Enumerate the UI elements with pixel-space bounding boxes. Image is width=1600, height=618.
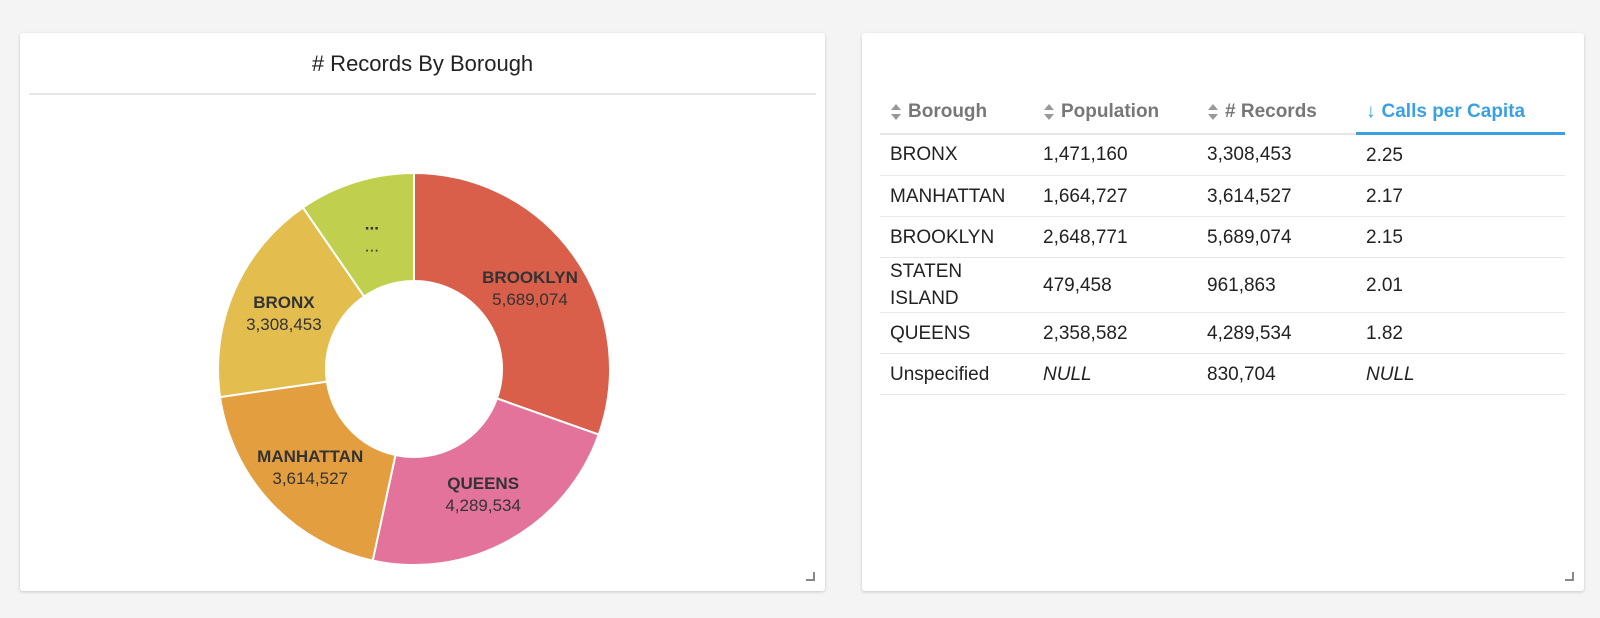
panel-title: # Records By Borough [29,33,816,95]
slice-value-label: 3,614,527 [272,469,348,488]
column-header-label: # Records [1225,100,1317,122]
slice-name-label: QUEENS [447,474,519,493]
pie-slice-other[interactable] [301,171,415,298]
column-header-label: Borough [908,100,988,122]
column-header-population[interactable]: Population [1033,91,1197,135]
slice-name-label: BRONX [253,293,315,312]
table-row: BRONX 1,471,160 3,308,453 2.25 [880,133,1565,176]
sort-updown-icon [1044,103,1054,120]
table-cell-calls: 2.01 [1356,257,1565,313]
slice-value-label: ... [365,236,379,255]
pie-slice-queens[interactable] [371,397,600,566]
data-table-container: Borough Population # Records ↓ Calls per … [880,91,1565,395]
table-cell-records: 4,289,534 [1197,312,1356,354]
pie-chart-panel: # Records By Borough BROOKLYN 5,689,074 QU… [20,33,825,591]
table-cell-records: 830,704 [1197,353,1356,395]
table-row: QUEENS 2,358,582 4,289,534 1.82 [880,312,1565,354]
table-row: STATEN ISLAND 479,458 961,863 2.01 [880,257,1565,313]
column-header-borough[interactable]: Borough [880,91,1033,135]
table-cell-records: 3,614,527 [1197,175,1356,217]
arrow-down-icon: ↓ [1366,100,1376,122]
column-header-calls-per-capita[interactable]: ↓ Calls per Capita [1356,91,1565,135]
table-cell-borough: STATEN ISLAND [880,257,1033,313]
table-body: BRONX 1,471,160 3,308,453 2.25 MANHATTAN 1,66… [880,133,1565,395]
column-header-label: Calls per Capita [1381,100,1526,122]
table-cell-calls: 1.82 [1356,312,1565,354]
table-cell-calls: 2.15 [1356,216,1565,258]
donut-chart: BROOKLYN 5,689,074 QUEENS 4,289,534 MANHATTA… [217,171,611,566]
slice-value-label: 4,289,534 [445,496,521,515]
column-header-records[interactable]: # Records [1197,91,1356,135]
data-table: Borough Population # Records ↓ Calls per … [880,91,1565,395]
pie-slice-bronx[interactable] [217,206,366,399]
table-cell-population: 1,471,160 [1033,133,1197,176]
table-cell-population: 2,358,582 [1033,312,1197,354]
table-panel: Borough Population # Records ↓ Calls per … [862,33,1584,591]
table-cell-population: 479,458 [1033,257,1197,313]
table-cell-population: 2,648,771 [1033,216,1197,258]
table-cell-borough: MANHATTAN [880,175,1033,217]
pie-slice-brooklyn[interactable] [413,171,611,436]
resize-handle-icon[interactable] [806,572,815,581]
table-cell-calls: 2.17 [1356,175,1565,217]
slice-value-label: 3,308,453 [246,315,322,334]
column-header-label: Population [1061,100,1160,122]
table-cell-records: 3,308,453 [1197,133,1356,176]
table-row: BROOKLYN 2,648,771 5,689,074 2.15 [880,216,1565,258]
table-cell-population: NULL [1033,353,1197,395]
table-cell-calls: NULL [1356,353,1565,395]
slice-name-label: ... [365,214,379,233]
slice-value-label: 5,689,074 [492,290,568,309]
pie-slice-manhattan[interactable] [218,380,397,562]
table-cell-borough: QUEENS [880,312,1033,354]
sort-updown-icon [1208,103,1218,120]
table-cell-population: 1,664,727 [1033,175,1197,217]
slice-name-label: BROOKLYN [482,268,578,287]
table-cell-calls: 2.25 [1356,133,1565,176]
table-cell-borough: Unspecified [880,353,1033,395]
slice-name-label: MANHATTAN [257,447,363,466]
table-cell-borough: BRONX [880,133,1033,176]
table-cell-borough: BROOKLYN [880,216,1033,258]
table-row: Unspecified NULL 830,704 NULL [880,353,1565,395]
sort-updown-icon [891,103,901,120]
resize-handle-icon[interactable] [1565,572,1574,581]
table-cell-records: 961,863 [1197,257,1356,313]
table-header-row: Borough Population # Records ↓ Calls per … [880,91,1565,135]
table-cell-records: 5,689,074 [1197,216,1356,258]
table-row: MANHATTAN 1,664,727 3,614,527 2.17 [880,175,1565,217]
